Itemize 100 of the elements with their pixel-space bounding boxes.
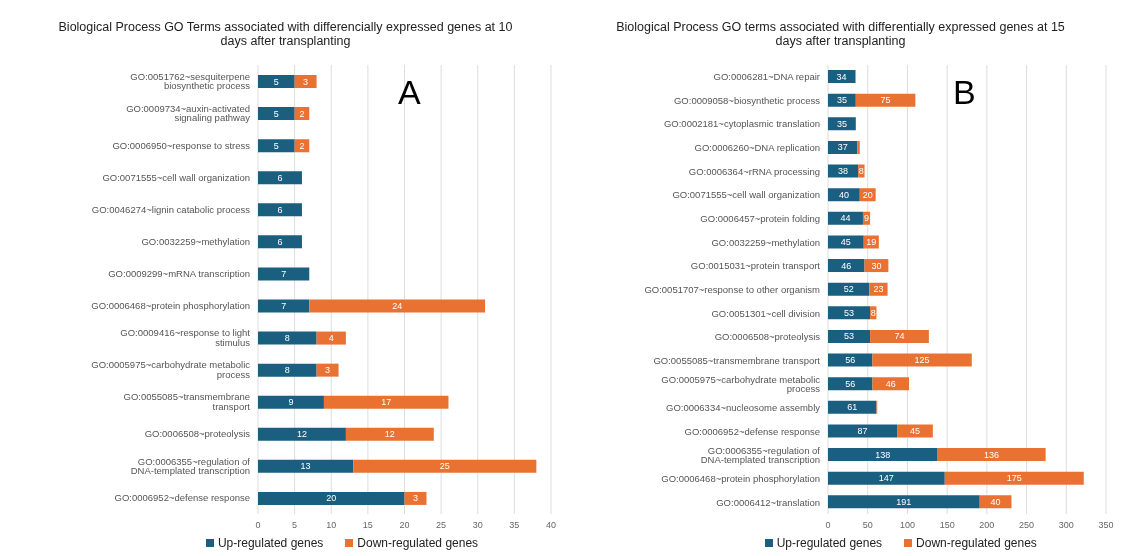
y-tick-label: GO:0071555~cell wall organization <box>672 189 820 201</box>
y-tick-label: GO:0015031~protein transport <box>690 260 821 272</box>
data-label: 19 <box>866 236 877 247</box>
y-tick-label: GO:0051301~cell division <box>711 307 820 319</box>
bar <box>872 377 910 391</box>
data-label: 20 <box>326 493 337 504</box>
data-label: 46 <box>885 378 896 389</box>
data-label: 74 <box>894 331 905 342</box>
y-tick-label: GO:0055085~transmembrane transport <box>653 354 821 366</box>
bar <box>828 235 864 249</box>
y-tick-label: GO:0006952~defense response <box>114 492 250 504</box>
x-tick-label: 40 <box>545 520 557 531</box>
y-tick-label: GO:0006952~defense response <box>684 425 820 437</box>
bar <box>258 107 295 121</box>
data-label: 175 <box>1006 473 1022 484</box>
legend-label: Up-regulated genes <box>216 536 324 550</box>
bar <box>258 235 302 249</box>
y-tick-label: GO:0009058~biosynthetic process <box>673 94 821 106</box>
y-tick-label: GO:0071555~cell wall organization <box>102 171 250 183</box>
bar <box>258 331 317 345</box>
bar <box>857 140 860 154</box>
data-label: 45 <box>840 236 851 247</box>
bar <box>828 259 865 273</box>
x-tick-label: 20 <box>399 520 410 531</box>
bar <box>258 139 295 153</box>
bar <box>258 267 310 281</box>
bar <box>855 93 916 107</box>
data-label: 5 <box>273 108 279 119</box>
bar <box>828 306 871 320</box>
data-label: 3 <box>325 365 331 376</box>
data-label: 5 <box>273 140 279 151</box>
data-label: 6 <box>277 236 283 247</box>
y-tick-label: GO:0005975~carbohydrate metabolic process <box>661 373 821 395</box>
bar <box>353 459 537 473</box>
x-tick-label: 35 <box>509 520 520 531</box>
x-tick-label: 30 <box>472 520 483 531</box>
bar <box>870 329 929 343</box>
chart-title: Biological Process GO terms associated with differentially expressed genes at 15 days after transplanting <box>615 19 1066 50</box>
bar <box>316 363 339 377</box>
data-label: 138 <box>875 449 891 460</box>
y-tick-label: GO:0006468~protein phosphorylation <box>91 299 250 311</box>
bar <box>944 471 1084 485</box>
bar <box>345 427 434 441</box>
y-tick-label: GO:0051707~response to other organism <box>644 283 821 295</box>
data-label: 4 <box>328 333 334 344</box>
data-label: 30 <box>871 260 882 271</box>
data-label: 9 <box>288 397 294 408</box>
bar <box>937 448 1046 462</box>
data-label: 7 <box>281 268 287 279</box>
data-label: 12 <box>296 429 307 440</box>
bar <box>828 282 870 296</box>
data-label: 3 <box>303 76 309 87</box>
bar <box>323 395 449 409</box>
y-tick-label: GO:0006355~regulation of DNA-templated transcription <box>130 455 251 477</box>
data-label: 20 <box>862 189 873 200</box>
data-label: 23 <box>873 284 884 295</box>
data-label: 5 <box>273 76 279 87</box>
data-label: 2 <box>299 140 305 151</box>
data-label: 46 <box>841 260 852 271</box>
y-tick-label: GO:0006508~proteolysis <box>714 331 821 343</box>
annotation: A <box>398 73 421 112</box>
bar <box>258 427 346 441</box>
bar <box>258 203 302 217</box>
x-tick-label: 100 <box>899 520 915 531</box>
bar <box>309 299 486 313</box>
y-tick-label: GO:0006508~proteolysis <box>144 428 251 440</box>
bar <box>258 363 317 377</box>
data-label: 87 <box>857 425 868 436</box>
data-label: 56 <box>845 378 856 389</box>
x-tick-label: 300 <box>1058 520 1074 531</box>
legend-label: Down-regulated genes <box>356 536 479 550</box>
x-tick-label: 50 <box>862 520 873 531</box>
data-label: 147 <box>878 473 894 484</box>
y-tick-label: GO:0006364~rRNA processing <box>688 165 820 177</box>
data-label: 52 <box>843 284 854 295</box>
y-tick-label: GO:0006355~regulation of DNA-templated transcription <box>700 444 821 466</box>
data-label: 8 <box>870 307 876 318</box>
y-tick-label: GO:0009734~auxin-activated signaling pathway <box>126 102 251 124</box>
data-label: 53 <box>844 307 855 318</box>
y-tick-label: GO:0009299~mRNA transcription <box>108 267 250 279</box>
bar <box>258 491 405 505</box>
data-label: 7 <box>281 301 287 311</box>
bar <box>828 424 898 438</box>
bar <box>258 299 310 313</box>
y-tick-label: GO:0009416~response to light stimulus <box>120 327 251 348</box>
data-label: 53 <box>844 331 855 342</box>
annotation: B <box>953 73 976 112</box>
bar <box>258 459 354 473</box>
bar <box>258 75 295 88</box>
x-tick-label: 150 <box>939 520 955 531</box>
y-tick-label: GO:0006950~response to stress <box>112 139 251 151</box>
y-tick-label: GO:0006334~nucleosome assembly <box>666 402 821 414</box>
data-label: 8 <box>284 365 290 376</box>
legend-label: Up-regulated genes <box>775 536 883 550</box>
y-tick-label: GO:0002181~cytoplasmic translation <box>663 118 820 130</box>
y-tick-label: GO:0051762~sesquiterpene biosynthetic process <box>130 70 251 92</box>
bar <box>316 331 346 345</box>
x-tick-label: 0 <box>825 520 831 531</box>
data-label: 35 <box>836 95 847 106</box>
data-label: 24 <box>392 301 403 311</box>
